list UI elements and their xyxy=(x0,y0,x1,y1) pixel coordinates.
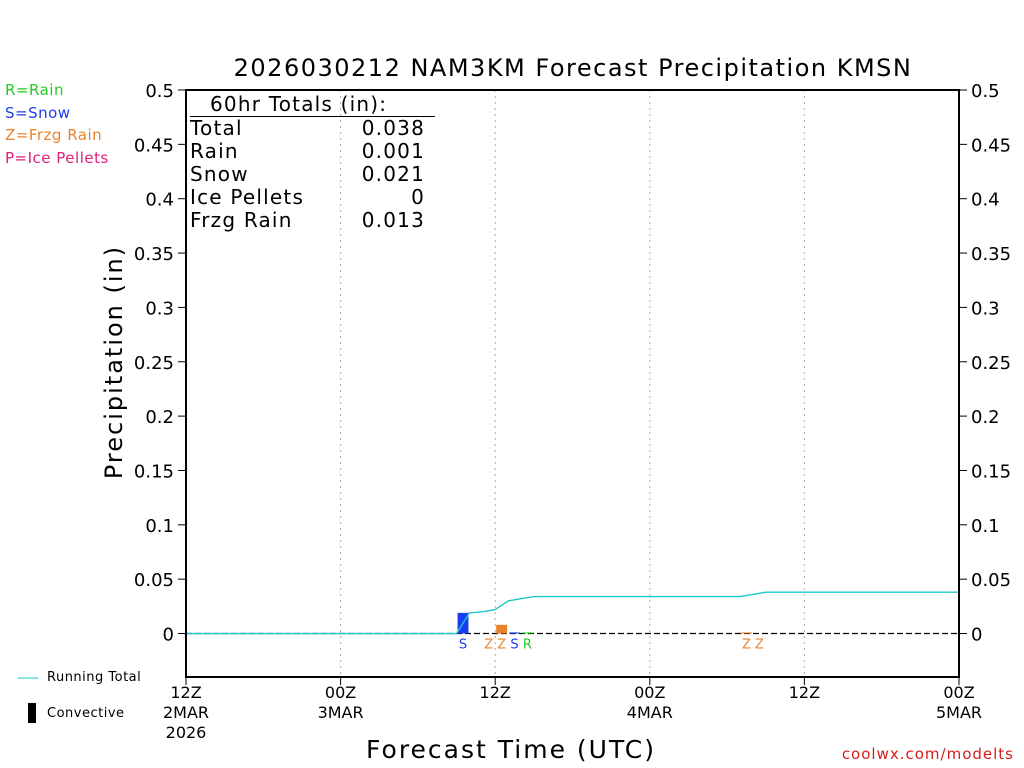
y-tick-label-right: 0.3 xyxy=(971,298,1000,319)
precip-type-label: Z xyxy=(484,638,493,653)
y-tick-label-right: 0.4 xyxy=(971,190,1000,211)
y-tick-label-right: 0.15 xyxy=(971,461,1011,482)
x-tick-label: 00Z xyxy=(325,683,356,702)
plot-frame xyxy=(185,89,960,678)
y-tick-label-left: 0.3 xyxy=(145,298,174,319)
y-tick-label-left: 0 xyxy=(163,625,174,646)
y-tick-label-right: 0.45 xyxy=(971,135,1011,156)
totals-value: 0.001 xyxy=(361,139,425,163)
y-tick-label-left: 0.5 xyxy=(145,81,174,102)
precip-type-label: Z xyxy=(742,638,751,653)
y-tick-label-left: 0.15 xyxy=(134,461,174,482)
legend-snow: S=Snow xyxy=(5,104,71,122)
x-tick-label: 5MAR xyxy=(936,703,982,722)
y-axis-ticks: 0 0 0.05 0.05 0.1 0.1 0.15 0.15 0.2 0.2 0.25 0.25 0.… xyxy=(134,81,1011,646)
y-tick-label-right: 0.1 xyxy=(971,516,1000,537)
totals-row-frzg-rain: Frzg Rain 0.013 xyxy=(190,209,425,232)
precip-bars xyxy=(457,612,752,634)
totals-row-total: Total 0.038 xyxy=(190,117,425,140)
precip-bar xyxy=(509,632,520,634)
running-total-legend-label: Running Total xyxy=(47,670,142,685)
totals-header: 60hr Totals (in): xyxy=(190,92,435,117)
precip-type-label: Z xyxy=(497,638,506,653)
totals-box: 60hr Totals (in): Total 0.038 Rain 0.001 S… xyxy=(190,92,435,232)
precip-bar xyxy=(521,632,533,634)
x-tick-label: 2026 xyxy=(166,723,207,742)
y-tick-label-left: 0.35 xyxy=(134,244,174,265)
x-tick-label: 3MAR xyxy=(318,703,364,722)
x-tick-label: 2MAR xyxy=(163,703,209,722)
y-tick-label-right: 0.05 xyxy=(971,570,1011,591)
totals-row-rain: Rain 0.001 xyxy=(190,140,425,163)
x-tick-label: 12Z xyxy=(170,683,201,702)
running-total-line xyxy=(186,591,959,635)
y-tick-label-right: 0.5 xyxy=(971,81,1000,102)
totals-label: Frzg Rain xyxy=(190,208,293,232)
x-tick-label: 12Z xyxy=(789,683,820,702)
totals-value: 0.013 xyxy=(361,208,425,232)
legend-ice-pellets: P=Ice Pellets xyxy=(5,149,109,167)
y-tick-label-left: 0.05 xyxy=(134,570,174,591)
x-tick-label: 12Z xyxy=(480,683,511,702)
credit-link[interactable]: coolwx.com/modelts xyxy=(841,745,1014,763)
x-tick-label: 4MAR xyxy=(627,703,673,722)
y-tick-label-right: 0 xyxy=(971,625,982,646)
legend-frzg-rain: Z=Frzg Rain xyxy=(5,126,103,144)
y-tick-label-right: 0.25 xyxy=(971,353,1011,374)
precip-type-label: S xyxy=(459,638,467,653)
convective-legend-label: Convective xyxy=(47,706,125,721)
y-tick-label-left: 0.4 xyxy=(145,190,174,211)
totals-label: Rain xyxy=(190,139,239,163)
precip-type-label: R xyxy=(523,638,532,653)
y-tick-label-left: 0.2 xyxy=(145,407,174,428)
precip-bar xyxy=(496,624,508,634)
x-tick-label: 00Z xyxy=(634,683,665,702)
y-tick-label-left: 0.45 xyxy=(134,135,174,156)
y-tick-label-left: 0.1 xyxy=(145,516,174,537)
totals-value: 0.038 xyxy=(361,116,425,140)
convective-legend-swatch xyxy=(28,703,36,723)
totals-label: Total xyxy=(190,116,243,140)
totals-label: Snow xyxy=(190,162,249,186)
y-tick-label-right: 0.35 xyxy=(971,244,1011,265)
chart-title: 2026030212 NAM3KM Forecast Precipitation… xyxy=(234,54,913,82)
precip-bar xyxy=(740,632,752,634)
totals-value: 0 xyxy=(411,185,425,209)
legend-rain: R=Rain xyxy=(5,81,64,99)
x-tick-label: 00Z xyxy=(943,683,974,702)
x-axis-label: Forecast Time (UTC) xyxy=(366,735,656,764)
totals-label: Ice Pellets xyxy=(190,185,305,209)
y-axis-label: Precipitation (in) xyxy=(100,245,128,479)
precip-type-label: S xyxy=(510,638,518,653)
totals-row-snow: Snow 0.021 xyxy=(190,163,425,186)
totals-value: 0.021 xyxy=(361,162,425,186)
precip-type-label: Z xyxy=(755,638,764,653)
y-tick-label-right: 0.2 xyxy=(971,407,1000,428)
totals-row-ice-pellets: Ice Pellets 0 xyxy=(190,186,425,209)
running-total-series xyxy=(186,591,959,635)
y-tick-label-left: 0.25 xyxy=(134,353,174,374)
